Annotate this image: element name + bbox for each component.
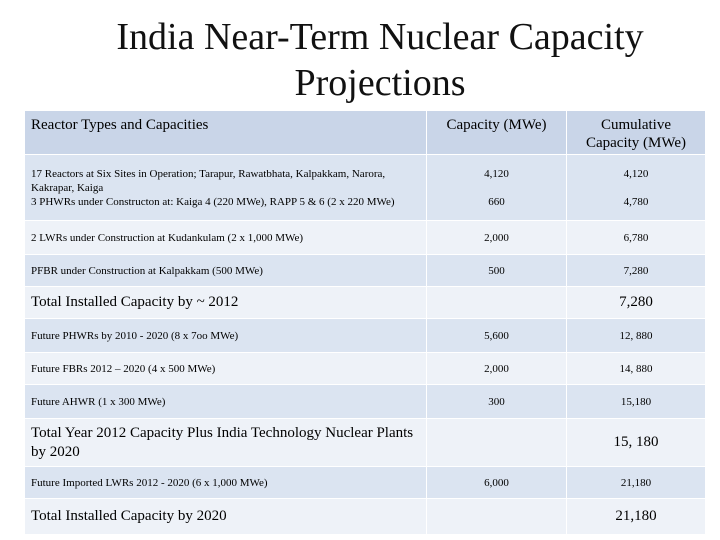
- row-cumulative: 7,280: [566, 286, 706, 319]
- row-line-description: 17 Reactors at Six Sites in Operation; T…: [31, 167, 386, 194]
- row-description: 17 Reactors at Six Sites in Operation; T…: [24, 154, 427, 221]
- row-description: Future FBRs 2012 – 2020 (4 x 500 MWe): [24, 352, 427, 385]
- capacity-table: Reactor Types and Capacities Capacity (M…: [24, 110, 706, 535]
- row-line-capacity: 660: [488, 195, 505, 208]
- row-description: Total Installed Capacity by 2020: [24, 498, 427, 535]
- row-description: Future Imported LWRs 2012 - 2020 (6 x 1,…: [24, 466, 427, 499]
- row-capacity: 300: [426, 384, 567, 419]
- row-capacity: 4,120 660: [426, 154, 567, 221]
- header-capacity: Capacity (MWe): [426, 110, 567, 155]
- row-line-cumulative: 4,120: [623, 167, 649, 180]
- table-row: Future FBRs 2012 – 2020 (4 x 500 MWe) 2,…: [24, 352, 706, 385]
- row-capacity: [426, 418, 567, 467]
- row-cumulative: 21,180: [566, 466, 706, 499]
- row-capacity: [426, 286, 567, 319]
- row-cumulative: 12, 880: [566, 318, 706, 353]
- row-cumulative: 14, 880: [566, 352, 706, 385]
- row-capacity: [426, 498, 567, 535]
- row-capacity: 500: [426, 254, 567, 287]
- header-cumulative: Cumulative Capacity (MWe): [566, 110, 706, 155]
- table-row-total: Total Year 2012 Capacity Plus India Tech…: [24, 418, 706, 467]
- row-capacity: 5,600: [426, 318, 567, 353]
- table-row: Future AHWR (1 x 300 MWe) 300 15,180: [24, 384, 706, 419]
- row-line-cumulative: 4,780: [623, 195, 649, 208]
- table-row-total: Total Installed Capacity by 2020 21,180: [24, 498, 706, 535]
- table-row: Future PHWRs by 2010 - 2020 (8 x 7oo MWe…: [24, 318, 706, 353]
- row-description: Future PHWRs by 2010 - 2020 (8 x 7oo MWe…: [24, 318, 427, 353]
- table-row: 17 Reactors at Six Sites in Operation; T…: [24, 154, 706, 221]
- row-cumulative: 15, 180: [566, 418, 706, 467]
- row-line-capacity: 4,120: [484, 167, 509, 180]
- row-capacity: 6,000: [426, 466, 567, 499]
- row-cumulative: 4,120 4,780: [566, 154, 706, 221]
- table-row: Future Imported LWRs 2012 - 2020 (6 x 1,…: [24, 466, 706, 499]
- row-cumulative: 7,280: [566, 254, 706, 287]
- row-cumulative: 6,780: [566, 220, 706, 255]
- page-title: India Near-Term Nuclear Capacity Project…: [116, 16, 644, 104]
- row-cumulative: 15,180: [566, 384, 706, 419]
- row-description: 2 LWRs under Construction at Kudankulam …: [24, 220, 427, 255]
- row-line-description: 3 PHWRs under Constructon at: Kaiga 4 (2…: [31, 195, 395, 208]
- row-capacity: 2,000: [426, 352, 567, 385]
- table-row: PFBR under Construction at Kalpakkam (50…: [24, 254, 706, 287]
- row-description: PFBR under Construction at Kalpakkam (50…: [24, 254, 427, 287]
- table-row: 2 LWRs under Construction at Kudankulam …: [24, 220, 706, 255]
- row-cumulative: 21,180: [566, 498, 706, 535]
- row-description: Future AHWR (1 x 300 MWe): [24, 384, 427, 419]
- row-description: Total Year 2012 Capacity Plus India Tech…: [24, 418, 427, 467]
- header-reactor-types: Reactor Types and Capacities: [24, 110, 427, 155]
- table-header-row: Reactor Types and Capacities Capacity (M…: [24, 110, 706, 155]
- table-row-total: Total Installed Capacity by ~ 2012 7,280: [24, 286, 706, 319]
- row-description: Total Installed Capacity by ~ 2012: [24, 286, 427, 319]
- row-capacity: 2,000: [426, 220, 567, 255]
